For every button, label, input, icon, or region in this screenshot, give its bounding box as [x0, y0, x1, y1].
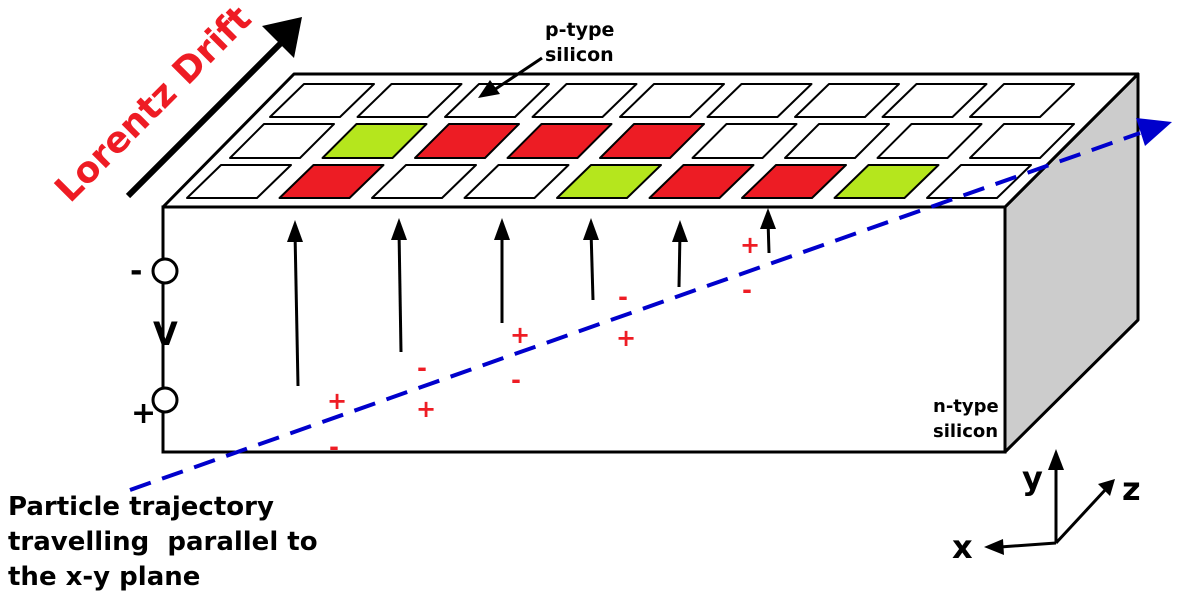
pixel-cell-red: [648, 164, 755, 199]
particle-trajectory: [129, 118, 1172, 492]
pixel-cell: [463, 164, 570, 199]
field-arrowhead: [760, 208, 776, 229]
negative-charge: -: [511, 366, 521, 394]
coordinate-axes: [999, 462, 1108, 549]
p-type-label-line2: silicon: [545, 44, 614, 66]
positive-charge: +: [327, 387, 347, 415]
positive-charge: +: [416, 395, 436, 423]
positive-terminal-sign: +: [131, 396, 156, 431]
field-arrow: [589, 229, 595, 301]
caption-line1: Particle trajectory: [8, 492, 274, 522]
x-axis-line: [999, 541, 1057, 549]
positive-terminal: [151, 386, 179, 414]
p-type-label-line1: p-type: [545, 19, 614, 41]
p-type-pointer: [493, 56, 543, 92]
pixel-cell: [186, 164, 292, 199]
pixel-cell-green: [833, 164, 940, 199]
pixel-cell: [881, 83, 988, 118]
pixel-cell: [784, 123, 890, 159]
pixel-cell: [691, 123, 798, 159]
caption-line3: the x-y plane: [8, 562, 200, 592]
negative-terminal: [151, 257, 179, 285]
drift-arrowhead: [262, 17, 302, 58]
n-type-label-line1: n-type: [933, 396, 999, 417]
z-axis-arrowhead: [1098, 479, 1115, 496]
field-arrowhead: [672, 220, 688, 242]
y-axis-label: y: [1022, 459, 1043, 497]
pixel-cell-red: [599, 123, 705, 159]
field-arrowhead: [583, 218, 599, 240]
negative-terminal-sign: -: [130, 254, 142, 289]
pixel-cell-red: [741, 164, 847, 199]
z-axis-label: z: [1122, 470, 1141, 508]
pixel-cell: [531, 83, 638, 118]
pixel-cell: [926, 164, 1032, 199]
pixel-cell-green: [321, 123, 428, 159]
negative-charge: -: [742, 276, 752, 304]
negative-charge: -: [417, 354, 427, 382]
y-axis-arrowhead: [1048, 449, 1064, 470]
pixel-cell: [444, 83, 550, 118]
drift-arrow-shaft: [125, 33, 291, 199]
x-axis-arrowhead: [984, 539, 1004, 555]
voltage-source: - V +: [130, 254, 179, 431]
pixel-cell-green: [556, 164, 662, 199]
negative-charge: -: [618, 283, 628, 311]
field-arrowhead: [391, 218, 407, 240]
positive-charge: +: [740, 231, 760, 259]
pixel-cell: [969, 123, 1075, 159]
field-arrow: [397, 229, 403, 353]
pixel-cell: [706, 83, 813, 118]
field-arrows: [293, 219, 771, 387]
voltage-label: V: [153, 315, 178, 353]
positive-charge: +: [510, 321, 530, 349]
field-arrow: [293, 231, 300, 387]
field-arrowhead: [287, 220, 303, 242]
n-type-label-line2: silicon: [933, 421, 998, 442]
p-type-callout: p-type silicon: [478, 19, 614, 98]
p-type-pointer-head: [478, 80, 500, 98]
pixel-cell: [229, 123, 335, 159]
pixel-cell-red: [506, 123, 613, 159]
field-arrowheads: [287, 208, 776, 242]
pixel-cell: [876, 123, 983, 159]
pixel-cell: [794, 83, 900, 118]
positive-charge: +: [616, 324, 636, 352]
pixel-cell-red: [278, 164, 385, 199]
pixel-cell: [619, 83, 725, 118]
pixel-cell: [371, 164, 477, 199]
n-type-callout: n-type silicon: [933, 396, 999, 442]
field-arrowhead: [494, 218, 510, 240]
negative-charge: -: [329, 433, 339, 461]
x-axis-label: x: [952, 528, 973, 566]
pixel-cell: [969, 83, 1075, 118]
trajectory-arrowhead: [1136, 118, 1172, 146]
caption-line2: travelling parallel to: [8, 527, 318, 557]
pixel-cell: [269, 83, 375, 118]
pixel-cell: [356, 83, 463, 118]
axis-arrowheads: [984, 449, 1115, 555]
pixel-cell-red: [414, 123, 520, 159]
trajectory-line: [129, 131, 1141, 492]
pixel-grid: [186, 83, 1075, 199]
trajectory-caption: Particle trajectory travelling parallel …: [8, 492, 318, 592]
charge-pairs: + - - + + - - + + -: [327, 231, 760, 461]
z-axis-line: [1054, 487, 1108, 545]
